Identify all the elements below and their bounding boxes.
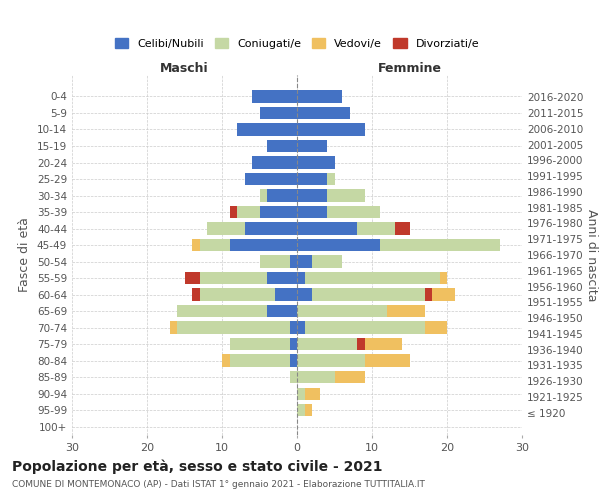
- Bar: [312, 288, 425, 301]
- Y-axis label: Anni di nascita: Anni di nascita: [584, 209, 598, 301]
- Bar: [297, 288, 312, 301]
- Bar: [192, 288, 199, 301]
- Bar: [297, 90, 342, 102]
- Bar: [305, 322, 425, 334]
- Bar: [260, 190, 267, 202]
- Bar: [297, 322, 305, 334]
- Bar: [267, 140, 297, 152]
- Bar: [290, 256, 297, 268]
- Bar: [267, 190, 297, 202]
- Bar: [207, 222, 245, 235]
- Bar: [297, 222, 357, 235]
- Bar: [297, 371, 335, 384]
- Bar: [305, 272, 439, 284]
- Bar: [297, 107, 349, 119]
- Bar: [439, 272, 447, 284]
- Bar: [275, 288, 297, 301]
- Bar: [432, 288, 455, 301]
- Bar: [245, 173, 297, 185]
- Bar: [297, 305, 387, 318]
- Bar: [297, 256, 312, 268]
- Bar: [170, 322, 177, 334]
- Bar: [297, 404, 305, 416]
- Text: COMUNE DI MONTEMONACO (AP) - Dati ISTAT 1° gennaio 2021 - Elaborazione TUTTITALI: COMUNE DI MONTEMONACO (AP) - Dati ISTAT …: [12, 480, 425, 489]
- Bar: [185, 272, 199, 284]
- Bar: [357, 338, 365, 350]
- Bar: [199, 272, 267, 284]
- Bar: [252, 90, 297, 102]
- Legend: Celibi/Nubili, Coniugati/e, Vedovi/e, Divorziati/e: Celibi/Nubili, Coniugati/e, Vedovi/e, Di…: [110, 34, 484, 54]
- Bar: [290, 354, 297, 367]
- Text: Maschi: Maschi: [160, 62, 209, 75]
- Bar: [297, 206, 327, 218]
- Bar: [297, 190, 327, 202]
- Bar: [229, 354, 290, 367]
- Bar: [260, 107, 297, 119]
- Bar: [237, 124, 297, 136]
- Bar: [305, 388, 320, 400]
- Bar: [365, 338, 402, 350]
- Text: Popolazione per età, sesso e stato civile - 2021: Popolazione per età, sesso e stato civil…: [12, 460, 383, 474]
- Bar: [365, 354, 409, 367]
- Bar: [357, 222, 395, 235]
- Bar: [297, 156, 335, 168]
- Bar: [237, 206, 260, 218]
- Bar: [177, 305, 267, 318]
- Bar: [297, 338, 357, 350]
- Bar: [327, 206, 380, 218]
- Bar: [327, 190, 365, 202]
- Bar: [327, 173, 335, 185]
- Bar: [425, 288, 432, 301]
- Bar: [192, 239, 199, 252]
- Bar: [305, 404, 312, 416]
- Bar: [222, 354, 229, 367]
- Bar: [297, 239, 380, 252]
- Bar: [229, 338, 290, 350]
- Bar: [387, 305, 425, 318]
- Bar: [199, 239, 229, 252]
- Bar: [380, 239, 499, 252]
- Bar: [290, 371, 297, 384]
- Bar: [312, 256, 342, 268]
- Bar: [229, 206, 237, 218]
- Bar: [199, 288, 275, 301]
- Bar: [290, 322, 297, 334]
- Text: Femmine: Femmine: [377, 62, 442, 75]
- Bar: [297, 124, 365, 136]
- Bar: [267, 272, 297, 284]
- Bar: [267, 305, 297, 318]
- Bar: [425, 322, 447, 334]
- Bar: [395, 222, 409, 235]
- Bar: [297, 140, 327, 152]
- Bar: [252, 156, 297, 168]
- Bar: [260, 256, 290, 268]
- Bar: [297, 388, 305, 400]
- Bar: [290, 338, 297, 350]
- Bar: [177, 322, 290, 334]
- Bar: [260, 206, 297, 218]
- Bar: [229, 239, 297, 252]
- Bar: [297, 173, 327, 185]
- Bar: [245, 222, 297, 235]
- Bar: [297, 272, 305, 284]
- Y-axis label: Fasce di età: Fasce di età: [19, 218, 31, 292]
- Bar: [297, 354, 365, 367]
- Bar: [335, 371, 365, 384]
